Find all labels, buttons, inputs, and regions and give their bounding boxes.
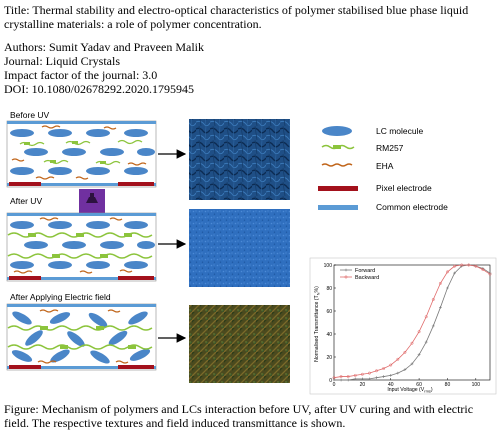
texture-electric-field (189, 305, 290, 383)
legend-label-forward: Forward (355, 268, 375, 274)
y-axis-label: Normalised Transmittance (TN%) (314, 286, 321, 362)
data-point-forward (403, 368, 407, 372)
series-line-backward (333, 264, 491, 379)
y-tick-label: 100 (324, 263, 333, 269)
data-point-backward (396, 357, 400, 361)
doi: DOI: 10.1080/02678292.2020.1795945 (4, 82, 194, 96)
data-point-backward (375, 369, 378, 373)
panel-after-uv (6, 212, 157, 282)
data-point-backward (481, 268, 485, 272)
data-point-forward (431, 324, 435, 328)
y-tick-label: 80 (326, 286, 332, 292)
data-point-forward (389, 374, 393, 377)
paper-metadata: Authors: Sumit Yadav and Praveen Malik J… (4, 40, 204, 96)
data-point-backward (389, 363, 393, 367)
pixel-electrode-icon (318, 186, 358, 191)
x-tick-label: 60 (416, 382, 422, 388)
data-point-backward (424, 315, 428, 319)
data-point-backward (417, 330, 421, 334)
texture-before-uv (189, 119, 290, 200)
pixel-electrode (118, 182, 154, 186)
legend-rm: RM257 (376, 143, 404, 153)
data-point-backward (332, 376, 336, 380)
x-tick-label: 80 (445, 382, 451, 388)
data-point-forward (424, 340, 428, 344)
panel-electric-field (6, 303, 157, 371)
pixel-electrode (9, 182, 41, 186)
panel-before-uv (6, 120, 157, 188)
data-point-backward (446, 270, 449, 274)
data-point-forward (346, 378, 350, 382)
data-point-backward (488, 272, 492, 276)
data-point-backward (339, 375, 343, 378)
data-point-backward (353, 373, 357, 377)
y-tick-label: 40 (326, 332, 332, 338)
y-tick-label: 60 (326, 309, 332, 315)
common-electrode-icon (318, 205, 358, 210)
data-point-backward (453, 264, 456, 268)
data-point-backward (438, 281, 442, 285)
authors: Authors: Sumit Yadav and Praveen Malik (4, 40, 204, 54)
uv-lamp-icon (79, 189, 105, 214)
data-point-backward (410, 341, 414, 345)
data-point-backward (382, 367, 386, 370)
x-tick-label: 0 (333, 382, 336, 388)
data-point-backward (467, 263, 471, 267)
x-tick-label: 20 (360, 382, 366, 388)
legend-label-backward: Backward (355, 275, 379, 281)
pixel-electrode (9, 365, 41, 369)
data-point-forward (446, 286, 449, 290)
data-point-backward (403, 350, 407, 354)
data-point-backward (460, 263, 464, 267)
texture-after-uv (189, 209, 290, 287)
pixel-electrode (9, 276, 41, 280)
lc-molecule-icon (322, 126, 352, 136)
pixel-electrode (118, 276, 154, 280)
data-point-backward (346, 375, 350, 378)
data-point-forward (438, 306, 442, 309)
data-point-forward (396, 371, 400, 375)
common-electrode (7, 121, 156, 124)
data-point-backward (431, 298, 435, 301)
common-electrode (7, 366, 156, 369)
data-point-forward (368, 377, 371, 381)
x-axis-label: Input Voltage (Vrms) (387, 387, 433, 394)
common-electrode (7, 213, 156, 216)
data-point-forward (382, 375, 386, 378)
transmittance-chart: 0 20 40 60 80 100 0 20 40 60 80 100 ForwardBackward… (309, 257, 497, 395)
label-after-field: After Applying Electric field (10, 292, 111, 302)
data-point-backward (360, 372, 364, 376)
common-electrode (7, 277, 156, 280)
label-before-uv: Before UV (10, 110, 50, 120)
data-point-forward (360, 377, 364, 381)
figure-legend: LC molecule RM257 EHA Pixel electrode Co… (318, 126, 448, 212)
pixel-electrode (118, 365, 154, 369)
label-after-uv: After UV (10, 196, 42, 206)
plot-frame (333, 264, 491, 381)
journal: Journal: Liquid Crystals (4, 54, 120, 68)
data-point-forward (417, 353, 421, 357)
data-point-forward (410, 362, 414, 366)
legend-common: Common electrode (376, 202, 448, 212)
data-point-forward (375, 376, 378, 380)
data-point-backward (474, 264, 478, 268)
eha-icon (321, 163, 353, 167)
legend-pixel: Pixel electrode (376, 183, 432, 193)
data-point-forward (453, 271, 456, 275)
y-tick-label: 20 (326, 355, 332, 361)
data-point-backward (368, 371, 371, 375)
legend-lc: LC molecule (376, 126, 424, 136)
legend-eha: EHA (376, 161, 394, 171)
paper-title: Title: Thermal stability and electro-opt… (4, 3, 469, 31)
common-electrode (7, 304, 156, 307)
y-tick-label: 0 (329, 378, 332, 384)
x-tick-label: 40 (388, 382, 394, 388)
data-point-forward (339, 378, 343, 382)
impact-factor: Impact factor of the journal: 3.0 (4, 68, 158, 82)
figure-caption: Figure: Mechanism of polymers and LCs in… (4, 402, 474, 430)
common-electrode (7, 183, 156, 186)
x-tick-label: 100 (472, 382, 481, 388)
data-point-forward (353, 377, 357, 381)
